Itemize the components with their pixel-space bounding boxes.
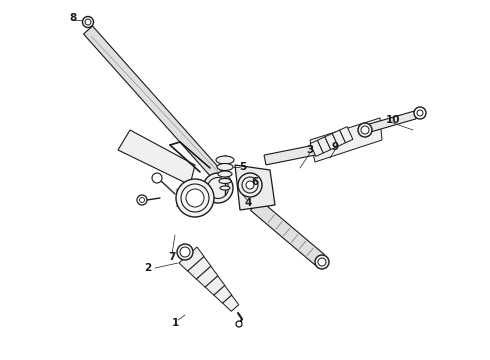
Polygon shape — [369, 111, 416, 132]
Polygon shape — [332, 130, 345, 146]
Polygon shape — [214, 285, 232, 303]
Ellipse shape — [361, 126, 369, 134]
Ellipse shape — [176, 179, 214, 217]
Polygon shape — [235, 165, 275, 210]
Text: 7: 7 — [168, 252, 176, 262]
Text: 3: 3 — [306, 145, 314, 155]
Text: 2: 2 — [145, 263, 151, 273]
Ellipse shape — [220, 186, 230, 190]
Ellipse shape — [85, 19, 91, 25]
Ellipse shape — [186, 189, 204, 207]
Polygon shape — [325, 134, 338, 149]
Text: 4: 4 — [245, 198, 252, 208]
Ellipse shape — [414, 107, 426, 119]
Polygon shape — [179, 247, 204, 271]
Text: 9: 9 — [331, 142, 339, 152]
Polygon shape — [222, 295, 239, 311]
Polygon shape — [264, 145, 316, 165]
Polygon shape — [310, 118, 382, 162]
Polygon shape — [205, 276, 225, 295]
Ellipse shape — [219, 179, 231, 184]
Text: 10: 10 — [386, 115, 400, 125]
Ellipse shape — [152, 173, 162, 183]
Ellipse shape — [82, 17, 94, 27]
Polygon shape — [250, 200, 324, 265]
Polygon shape — [83, 26, 224, 182]
Ellipse shape — [180, 247, 190, 257]
Polygon shape — [118, 130, 195, 185]
Text: 5: 5 — [240, 162, 246, 172]
Ellipse shape — [203, 173, 233, 203]
Ellipse shape — [207, 177, 228, 198]
Ellipse shape — [216, 156, 234, 164]
Ellipse shape — [236, 321, 242, 327]
Ellipse shape — [246, 181, 254, 189]
Ellipse shape — [181, 184, 209, 212]
Ellipse shape — [318, 258, 326, 266]
Polygon shape — [188, 257, 211, 279]
Text: 1: 1 — [172, 318, 179, 328]
Ellipse shape — [217, 163, 233, 171]
Ellipse shape — [358, 123, 372, 137]
Ellipse shape — [242, 177, 258, 193]
Polygon shape — [196, 266, 218, 287]
Ellipse shape — [137, 195, 147, 205]
Polygon shape — [318, 137, 331, 153]
Ellipse shape — [177, 244, 193, 260]
Ellipse shape — [140, 198, 145, 202]
Ellipse shape — [218, 171, 232, 177]
Polygon shape — [340, 127, 353, 143]
Ellipse shape — [417, 110, 423, 116]
Text: 6: 6 — [251, 177, 259, 187]
Text: 8: 8 — [70, 13, 76, 23]
Ellipse shape — [315, 255, 329, 269]
Ellipse shape — [238, 173, 262, 197]
Polygon shape — [310, 140, 323, 156]
